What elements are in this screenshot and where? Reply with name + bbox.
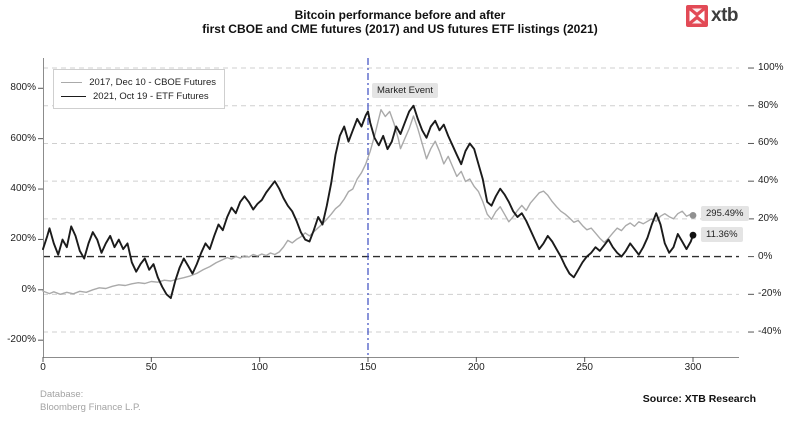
right-axis-tick-label: 0% [758, 250, 773, 262]
database-label: Database: [40, 389, 84, 400]
chart-title-line2: first CBOE and CME futures (2017) and US… [202, 22, 598, 36]
end-value-label-cboe: 295.49% [701, 206, 749, 221]
right-axis-tick-label: -20% [758, 288, 782, 300]
x-axis-tick-label: 0 [40, 362, 46, 373]
end-value-label-etf: 11.36% [701, 227, 743, 242]
database-note: Database: Bloomberg Finance L.P. [40, 388, 141, 414]
series-end-dot-2 [689, 231, 697, 239]
series-line-1 [42, 108, 694, 295]
source-note: Source: XTB Research [642, 393, 756, 405]
left-axis-tick-label: -200% [7, 334, 36, 346]
series-end-dot-1 [689, 211, 697, 219]
legend-line-sample-black [61, 95, 86, 97]
left-axis-tick-label: 200% [10, 233, 36, 245]
right-axis-tick-label: 80% [758, 99, 779, 111]
legend-line-sample-gray [61, 81, 83, 83]
chart-title-line1: Bitcoin performance before and after [294, 8, 506, 22]
left-axis-tick-label: 800% [10, 82, 36, 94]
right-axis-tick-label: 20% [758, 212, 779, 224]
database-value: Bloomberg Finance L.P. [40, 402, 141, 413]
right-axis-tick-label: 40% [758, 175, 779, 187]
x-axis-tick-label: 100 [251, 362, 268, 373]
x-axis-tick-label: 250 [576, 362, 593, 373]
xtb-logo-text: xtb [711, 5, 739, 26]
right-axis-tick-label: 60% [758, 137, 779, 149]
legend-row-etf: 2021, Oct 19 - ETF Futures [61, 89, 216, 103]
x-axis-tick-label: 300 [684, 362, 702, 373]
x-axis-tick-label: 50 [145, 362, 157, 373]
left-axis-tick-label: 0% [21, 283, 36, 295]
legend-label-etf: 2021, Oct 19 - ETF Futures [93, 90, 209, 102]
xtb-logo: xtb [686, 4, 739, 28]
xtb-logo-icon [686, 5, 708, 27]
x-axis-tick-label: 200 [467, 362, 485, 373]
series-line-2 [42, 104, 694, 300]
right-axis-tick-label: 100% [758, 62, 784, 74]
legend-row-cboe: 2017, Dec 10 - CBOE Futures [61, 75, 216, 89]
right-axis-tick-label: -40% [758, 326, 782, 338]
market-event-annotation: Market Event [372, 83, 438, 98]
chart-legend: 2017, Dec 10 - CBOE Futures 2021, Oct 19… [53, 69, 225, 109]
left-axis-tick-label: 400% [10, 183, 36, 195]
left-axis-tick-label: 600% [10, 132, 36, 144]
x-axis-tick-label: 150 [359, 362, 377, 373]
legend-label-cboe: 2017, Dec 10 - CBOE Futures [89, 76, 216, 88]
